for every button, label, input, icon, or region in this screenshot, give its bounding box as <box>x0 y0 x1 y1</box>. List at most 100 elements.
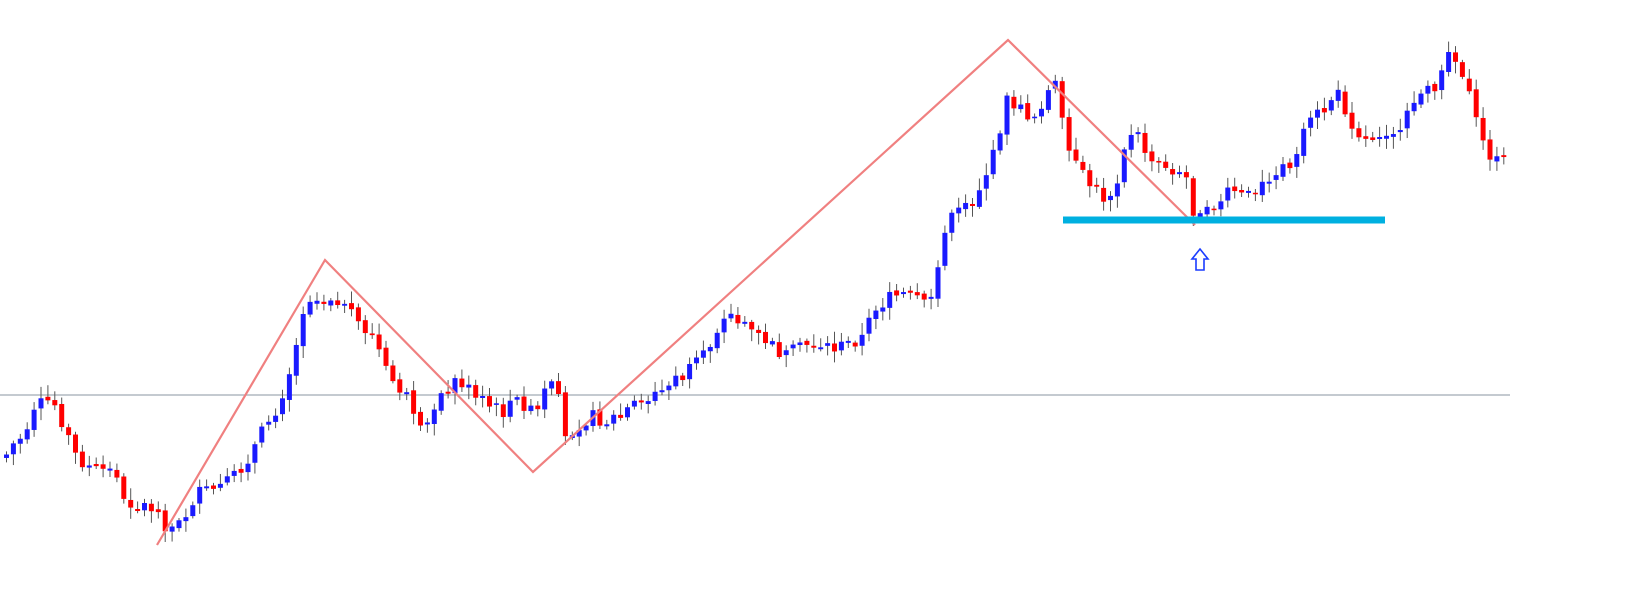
candle-body <box>528 405 534 412</box>
candle <box>376 323 382 358</box>
candle <box>576 419 582 447</box>
candle-body <box>1045 90 1051 110</box>
candle <box>24 422 30 444</box>
candle-body <box>631 400 637 407</box>
candle <box>797 337 803 352</box>
candle-body <box>983 175 989 189</box>
candle-body <box>804 340 810 345</box>
candle <box>735 307 741 329</box>
candle <box>1363 125 1369 147</box>
candle <box>1321 97 1327 121</box>
candle-body <box>45 396 51 401</box>
candle-body <box>445 391 451 394</box>
candle <box>521 386 527 420</box>
candle-body <box>493 403 499 405</box>
candle-body <box>1315 109 1320 118</box>
candle <box>300 306 306 359</box>
candle <box>1315 101 1320 130</box>
candle-body <box>321 301 327 304</box>
candle-body <box>245 463 251 473</box>
candle <box>611 410 617 431</box>
candle <box>217 473 223 492</box>
candle <box>431 403 437 436</box>
candle-body <box>280 398 285 415</box>
candle-body <box>369 333 375 336</box>
candles-layer <box>4 41 1507 542</box>
candle-body <box>473 385 479 398</box>
candle-body <box>1446 52 1452 72</box>
candle-body <box>1404 110 1410 129</box>
candle-body <box>190 505 196 517</box>
candle <box>114 463 120 483</box>
candle-body <box>307 301 313 315</box>
candle-body <box>418 411 423 426</box>
candle <box>769 337 775 347</box>
candle <box>362 315 368 345</box>
candle <box>4 451 9 463</box>
candle-body <box>1384 135 1389 139</box>
candle-body <box>1177 172 1182 175</box>
candle <box>438 390 444 415</box>
candle-body <box>866 317 872 334</box>
candle <box>1149 144 1155 172</box>
candle-body <box>976 190 982 207</box>
candle-body <box>286 374 292 400</box>
candle <box>742 316 748 327</box>
candle <box>197 479 203 514</box>
candle-body <box>1321 108 1327 113</box>
candle <box>1439 64 1445 100</box>
candle-body <box>756 329 762 333</box>
candle-body <box>859 334 865 346</box>
candle-body <box>562 392 568 437</box>
candle <box>169 523 175 542</box>
candle-body <box>880 307 886 312</box>
candle <box>1211 205 1217 216</box>
candle-body <box>487 396 492 407</box>
candle <box>1280 156 1286 182</box>
candle <box>1494 146 1500 171</box>
candle-body <box>252 444 258 463</box>
candle <box>100 455 106 478</box>
candle-body <box>4 454 9 458</box>
candle-body <box>1149 151 1155 162</box>
candle <box>390 360 396 384</box>
candle <box>666 381 672 401</box>
candle <box>1384 124 1389 149</box>
candle <box>645 395 651 414</box>
candle <box>480 385 486 408</box>
candle <box>314 292 320 310</box>
candle-body <box>521 396 527 411</box>
candle-body <box>293 344 299 376</box>
candle-body <box>949 212 955 233</box>
candle-body <box>273 415 279 422</box>
candle <box>1059 76 1065 130</box>
candle-body <box>825 343 831 346</box>
candle <box>1377 126 1383 147</box>
candle <box>321 294 327 311</box>
candle-body <box>618 414 624 418</box>
candle <box>894 284 900 302</box>
candle-body <box>894 290 900 296</box>
candle <box>10 440 16 466</box>
candle-body <box>1232 186 1238 192</box>
candle <box>404 387 410 401</box>
candle <box>121 473 127 504</box>
candle <box>487 387 492 413</box>
candle-body <box>1011 96 1017 109</box>
candle <box>714 328 720 354</box>
candle-body <box>1087 170 1093 187</box>
candle-body <box>1363 136 1369 139</box>
candle-body <box>1349 112 1355 129</box>
candle <box>1170 162 1176 185</box>
candle <box>452 374 458 405</box>
candle-body <box>887 291 893 308</box>
candle <box>852 340 858 352</box>
candle <box>1328 96 1334 116</box>
candle <box>859 323 865 356</box>
candle <box>148 499 154 523</box>
candle <box>949 209 955 242</box>
candle <box>1335 80 1341 108</box>
candle <box>1225 177 1231 208</box>
candle <box>1446 41 1452 77</box>
candle-body <box>1397 130 1403 133</box>
